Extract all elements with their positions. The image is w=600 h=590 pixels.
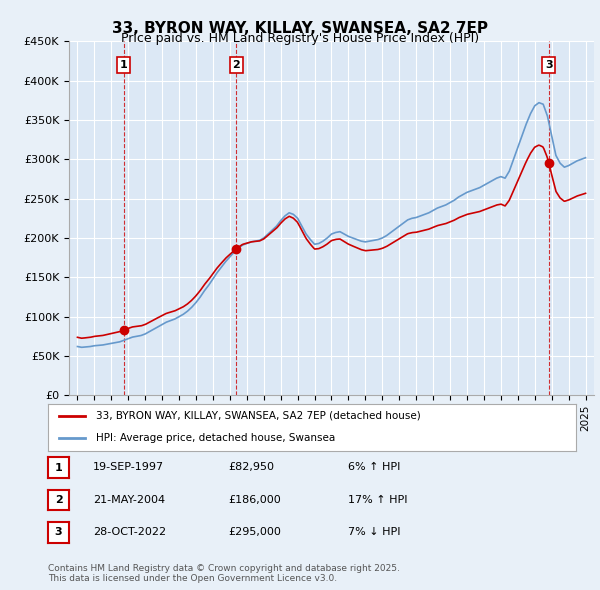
Text: 1: 1	[119, 60, 127, 70]
Text: 1: 1	[55, 463, 62, 473]
Text: 17% ↑ HPI: 17% ↑ HPI	[348, 495, 407, 504]
Text: 3: 3	[55, 527, 62, 537]
Text: £186,000: £186,000	[228, 495, 281, 504]
Text: 3: 3	[545, 60, 553, 70]
Text: HPI: Average price, detached house, Swansea: HPI: Average price, detached house, Swan…	[95, 433, 335, 443]
Text: Price paid vs. HM Land Registry's House Price Index (HPI): Price paid vs. HM Land Registry's House …	[121, 32, 479, 45]
Text: 2: 2	[232, 60, 240, 70]
Text: 28-OCT-2022: 28-OCT-2022	[93, 527, 166, 537]
Text: 33, BYRON WAY, KILLAY, SWANSEA, SA2 7EP: 33, BYRON WAY, KILLAY, SWANSEA, SA2 7EP	[112, 21, 488, 35]
Text: £295,000: £295,000	[228, 527, 281, 537]
Text: £82,950: £82,950	[228, 463, 274, 472]
Text: 21-MAY-2004: 21-MAY-2004	[93, 495, 165, 504]
Text: 6% ↑ HPI: 6% ↑ HPI	[348, 463, 400, 472]
Text: Contains HM Land Registry data © Crown copyright and database right 2025.
This d: Contains HM Land Registry data © Crown c…	[48, 563, 400, 583]
Text: 19-SEP-1997: 19-SEP-1997	[93, 463, 164, 472]
Text: 7% ↓ HPI: 7% ↓ HPI	[348, 527, 401, 537]
Text: 2: 2	[55, 495, 62, 505]
Text: 33, BYRON WAY, KILLAY, SWANSEA, SA2 7EP (detached house): 33, BYRON WAY, KILLAY, SWANSEA, SA2 7EP …	[95, 411, 420, 421]
